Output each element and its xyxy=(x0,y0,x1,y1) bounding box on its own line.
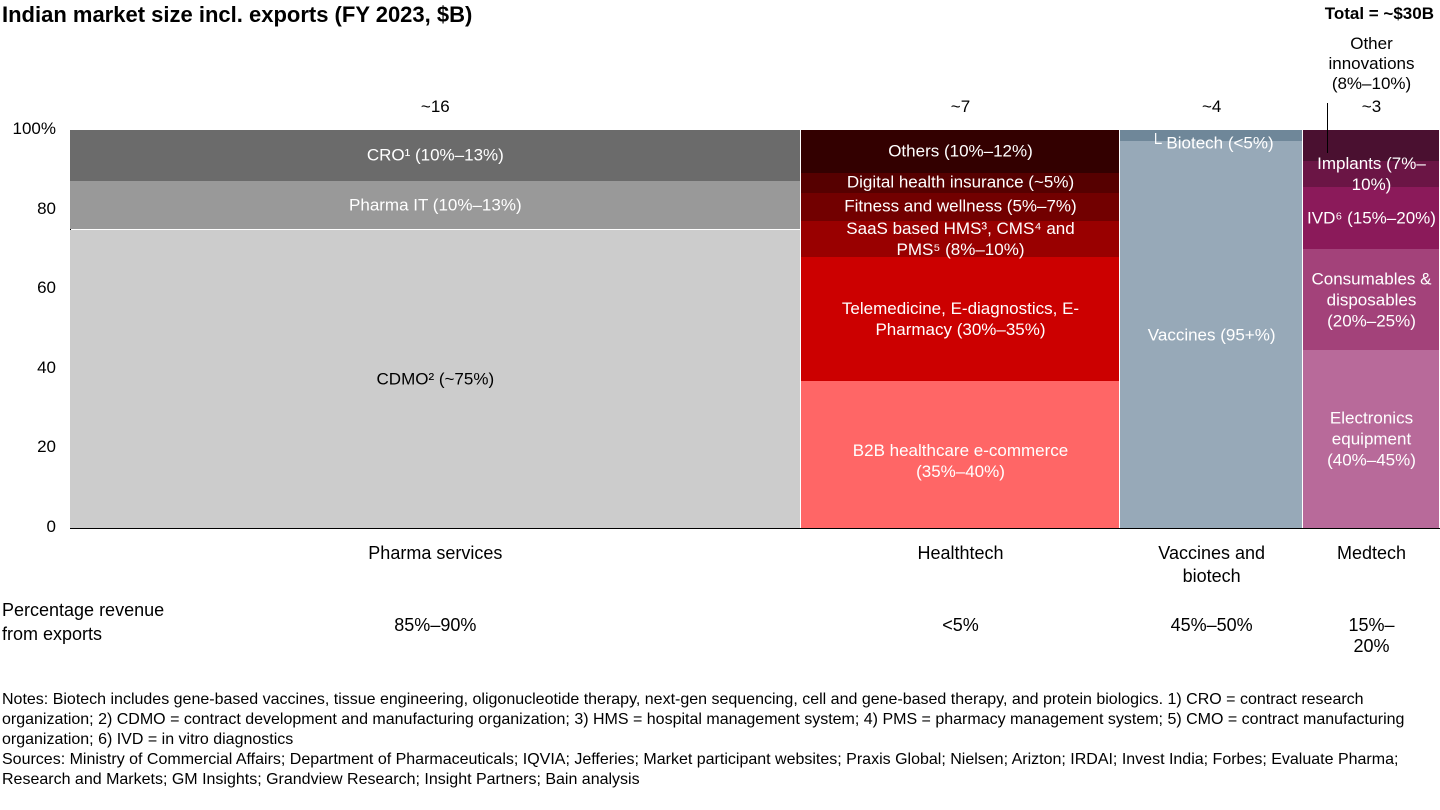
segment-cdmo- xyxy=(70,229,801,528)
column-name: Medtech xyxy=(1336,543,1407,563)
segment-label: Fitness and wellness (5%–7%) xyxy=(844,196,1077,216)
mekko-chart: 0 20 40 60 80 100% CDMO² (~75%) Pharma IT (10%–… xyxy=(12,34,1440,656)
notes-text: Notes: Biotech includes gene-based vacci… xyxy=(2,691,1405,748)
y-tick-label: 80 xyxy=(37,198,56,218)
segment-label: SaaS based HMS³, CMS⁴ and PMS⁵ (8%–10%) xyxy=(846,219,1075,260)
y-tick-label: 0 xyxy=(46,517,56,536)
leader-line xyxy=(1327,103,1328,153)
notes: Notes: Biotech includes gene-based vacci… xyxy=(2,690,1422,790)
y-tick-label: 60 xyxy=(37,278,56,298)
segment-ivd- xyxy=(1303,186,1440,249)
column-name: Pharma services xyxy=(368,543,503,563)
y-tick-label: 40 xyxy=(37,357,56,377)
segment-label: Pharma IT (10%–13%) xyxy=(349,195,522,215)
column-size-label: ~16 xyxy=(420,97,450,116)
segment-others xyxy=(800,130,1121,173)
segment-label: Vaccines (95+%) xyxy=(1147,325,1276,345)
segment-label: └ Biotech (<5%) xyxy=(1149,133,1274,153)
segment-label: CDMO² (~75%) xyxy=(376,369,495,389)
segment-b-b-healthcare-e-commerce xyxy=(800,381,1121,528)
segment-label: Digital health insurance (~5%) xyxy=(846,172,1075,192)
segment-label: IVD⁶ (15%–20%) xyxy=(1307,208,1436,228)
segment-label: Implants (7%–10%) xyxy=(1317,153,1426,194)
exports-row-label: Percentage revenue from exports xyxy=(2,600,165,644)
segment-consumables-disposables xyxy=(1303,249,1440,351)
segment-vaccines xyxy=(1120,141,1303,528)
y-tick-label: 20 xyxy=(37,437,56,457)
segment-label: Consumables & disposables (20%–25%) xyxy=(1311,269,1432,331)
segment-saas-based-hms-cms-and-pms- xyxy=(800,221,1121,257)
segment-pharma-it xyxy=(70,180,801,230)
segment-label: CRO¹ (10%–13%) xyxy=(366,145,504,165)
segment-other-innovations xyxy=(1303,130,1440,162)
column-size-label: ~3 xyxy=(1361,97,1382,116)
total-label: Total = ~$30B xyxy=(1324,4,1434,23)
column-size-label: ~4 xyxy=(1201,97,1222,116)
segment-label: Telemedicine, E-diagnostics, E-Pharmacy … xyxy=(841,299,1080,340)
column-size-label: ~7 xyxy=(950,97,971,116)
column-exports-value: 85%–90% xyxy=(394,615,477,635)
segment-label: B2B healthcare e-commerce (35%–40%) xyxy=(852,440,1069,481)
x-axis xyxy=(70,528,1440,529)
segment-implants xyxy=(1303,161,1440,187)
column-exports-value: <5% xyxy=(942,615,979,635)
segment-label: Electronics equipment (40%–45%) xyxy=(1327,408,1416,470)
chart-title: Indian market size incl. exports (FY 202… xyxy=(2,2,473,27)
sources-text: Sources: Ministry of Commercial Affairs;… xyxy=(2,751,1399,788)
column-exports-value: 45%–50% xyxy=(1170,615,1253,635)
column-name: Vaccines and biotech xyxy=(1158,543,1266,586)
segment-digital-health-insurance xyxy=(800,172,1121,193)
segment-label: Others (10%–12%) xyxy=(888,141,1033,161)
column-exports-value: 15%–20% xyxy=(1348,615,1395,656)
segment-fitness-and-wellness xyxy=(800,192,1121,222)
segment-label: Other innovations (8%–10%) xyxy=(1328,34,1415,93)
column-name: Healthtech xyxy=(917,543,1004,563)
y-tick-label: 100% xyxy=(12,119,56,138)
segment-telemedicine-e-diagnostics-e-pharmacy xyxy=(800,256,1121,382)
segment-cro- xyxy=(70,130,801,181)
segment-biotech xyxy=(1120,130,1303,142)
